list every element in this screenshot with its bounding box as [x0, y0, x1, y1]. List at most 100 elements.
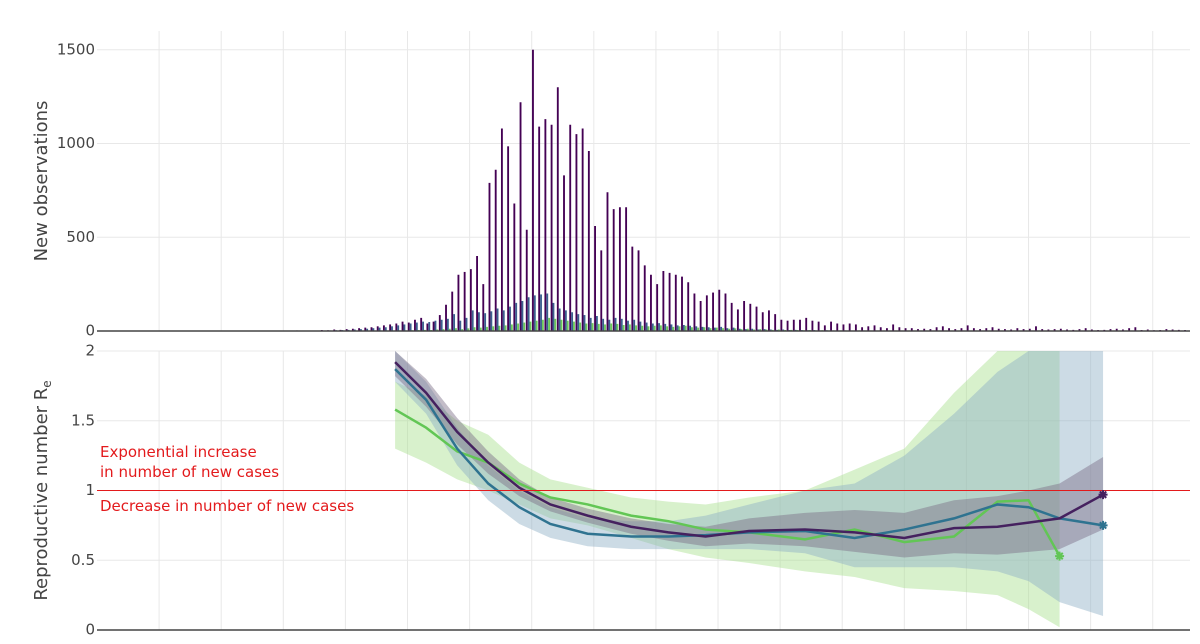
line	[394, 408, 1061, 557]
bar	[1022, 329, 1025, 331]
bar	[1041, 329, 1044, 331]
bar	[544, 119, 547, 331]
y-axis-title: New observations	[31, 101, 52, 262]
bar	[548, 317, 551, 331]
bar	[591, 323, 594, 331]
bar	[755, 306, 758, 331]
bar	[1059, 328, 1062, 331]
bar	[728, 328, 731, 331]
bar	[1078, 329, 1081, 331]
bar	[645, 322, 648, 331]
y-tick-label: 0	[85, 322, 95, 340]
bar	[1084, 328, 1087, 331]
bar	[631, 246, 634, 331]
bar	[718, 289, 721, 331]
bar	[566, 320, 569, 331]
bar	[1028, 328, 1031, 331]
bar	[451, 291, 454, 331]
y-axis-title: Reproductive number Re	[31, 380, 54, 600]
bar	[540, 294, 542, 331]
bar	[1115, 328, 1118, 331]
bar	[713, 327, 716, 331]
bar	[650, 274, 652, 331]
confidence-band	[395, 351, 1104, 617]
bar	[477, 312, 480, 331]
bar	[473, 327, 476, 331]
bar	[954, 329, 957, 331]
bar	[923, 328, 926, 331]
bar	[612, 209, 615, 331]
bar	[471, 310, 474, 331]
bar	[792, 319, 795, 331]
bar	[442, 329, 445, 331]
bar	[502, 310, 505, 331]
bar	[740, 329, 743, 331]
bar	[513, 203, 516, 331]
bar	[774, 314, 777, 331]
bar	[360, 329, 362, 331]
bar	[510, 324, 513, 331]
bar	[697, 327, 700, 331]
bar	[935, 327, 938, 331]
bar	[479, 327, 482, 331]
bar	[587, 151, 590, 331]
bar	[594, 226, 596, 331]
bar	[366, 328, 369, 331]
bar	[602, 318, 605, 331]
bar	[709, 328, 712, 331]
bar	[805, 317, 808, 331]
bar	[467, 328, 470, 331]
bar	[552, 302, 555, 331]
bar	[1035, 326, 1037, 331]
y-tick-label: 1.5	[71, 411, 95, 429]
bar	[997, 328, 1000, 331]
bar	[712, 292, 714, 331]
bar	[720, 326, 723, 331]
bar	[622, 325, 625, 331]
y-tick-label: 1	[85, 481, 95, 499]
end-marker	[1055, 551, 1065, 561]
bar	[738, 328, 741, 331]
annotation: Decrease in number of new cases	[100, 497, 354, 515]
bar	[873, 325, 876, 331]
bar	[535, 320, 538, 331]
bar	[585, 323, 588, 331]
y-tick-label: 2	[85, 342, 95, 360]
bar	[691, 327, 693, 331]
bar	[637, 250, 640, 331]
bar	[662, 271, 665, 331]
bar	[743, 301, 746, 331]
bar	[577, 314, 580, 331]
bar	[614, 317, 617, 331]
bar	[682, 325, 685, 331]
bar	[476, 256, 478, 331]
bar	[659, 325, 662, 331]
bar	[496, 308, 499, 331]
bar	[482, 284, 485, 331]
bar	[376, 326, 379, 331]
bar	[428, 322, 431, 331]
bar	[674, 274, 677, 331]
bar	[583, 315, 586, 331]
bar	[627, 320, 629, 331]
bar	[409, 323, 412, 331]
bar	[432, 321, 435, 331]
bar	[768, 310, 770, 331]
bar	[917, 329, 919, 331]
bar	[563, 175, 565, 331]
bar	[730, 302, 733, 331]
bar	[415, 322, 418, 331]
annotation: in number of new cases	[100, 463, 279, 481]
bar	[960, 328, 963, 331]
bar	[597, 323, 600, 331]
bar	[492, 326, 495, 331]
bar	[533, 295, 536, 331]
bar	[560, 319, 563, 331]
bar	[948, 328, 950, 331]
bar	[749, 303, 752, 331]
bar	[507, 146, 510, 331]
bar	[515, 302, 518, 331]
bar	[966, 325, 969, 331]
bar	[979, 329, 982, 331]
